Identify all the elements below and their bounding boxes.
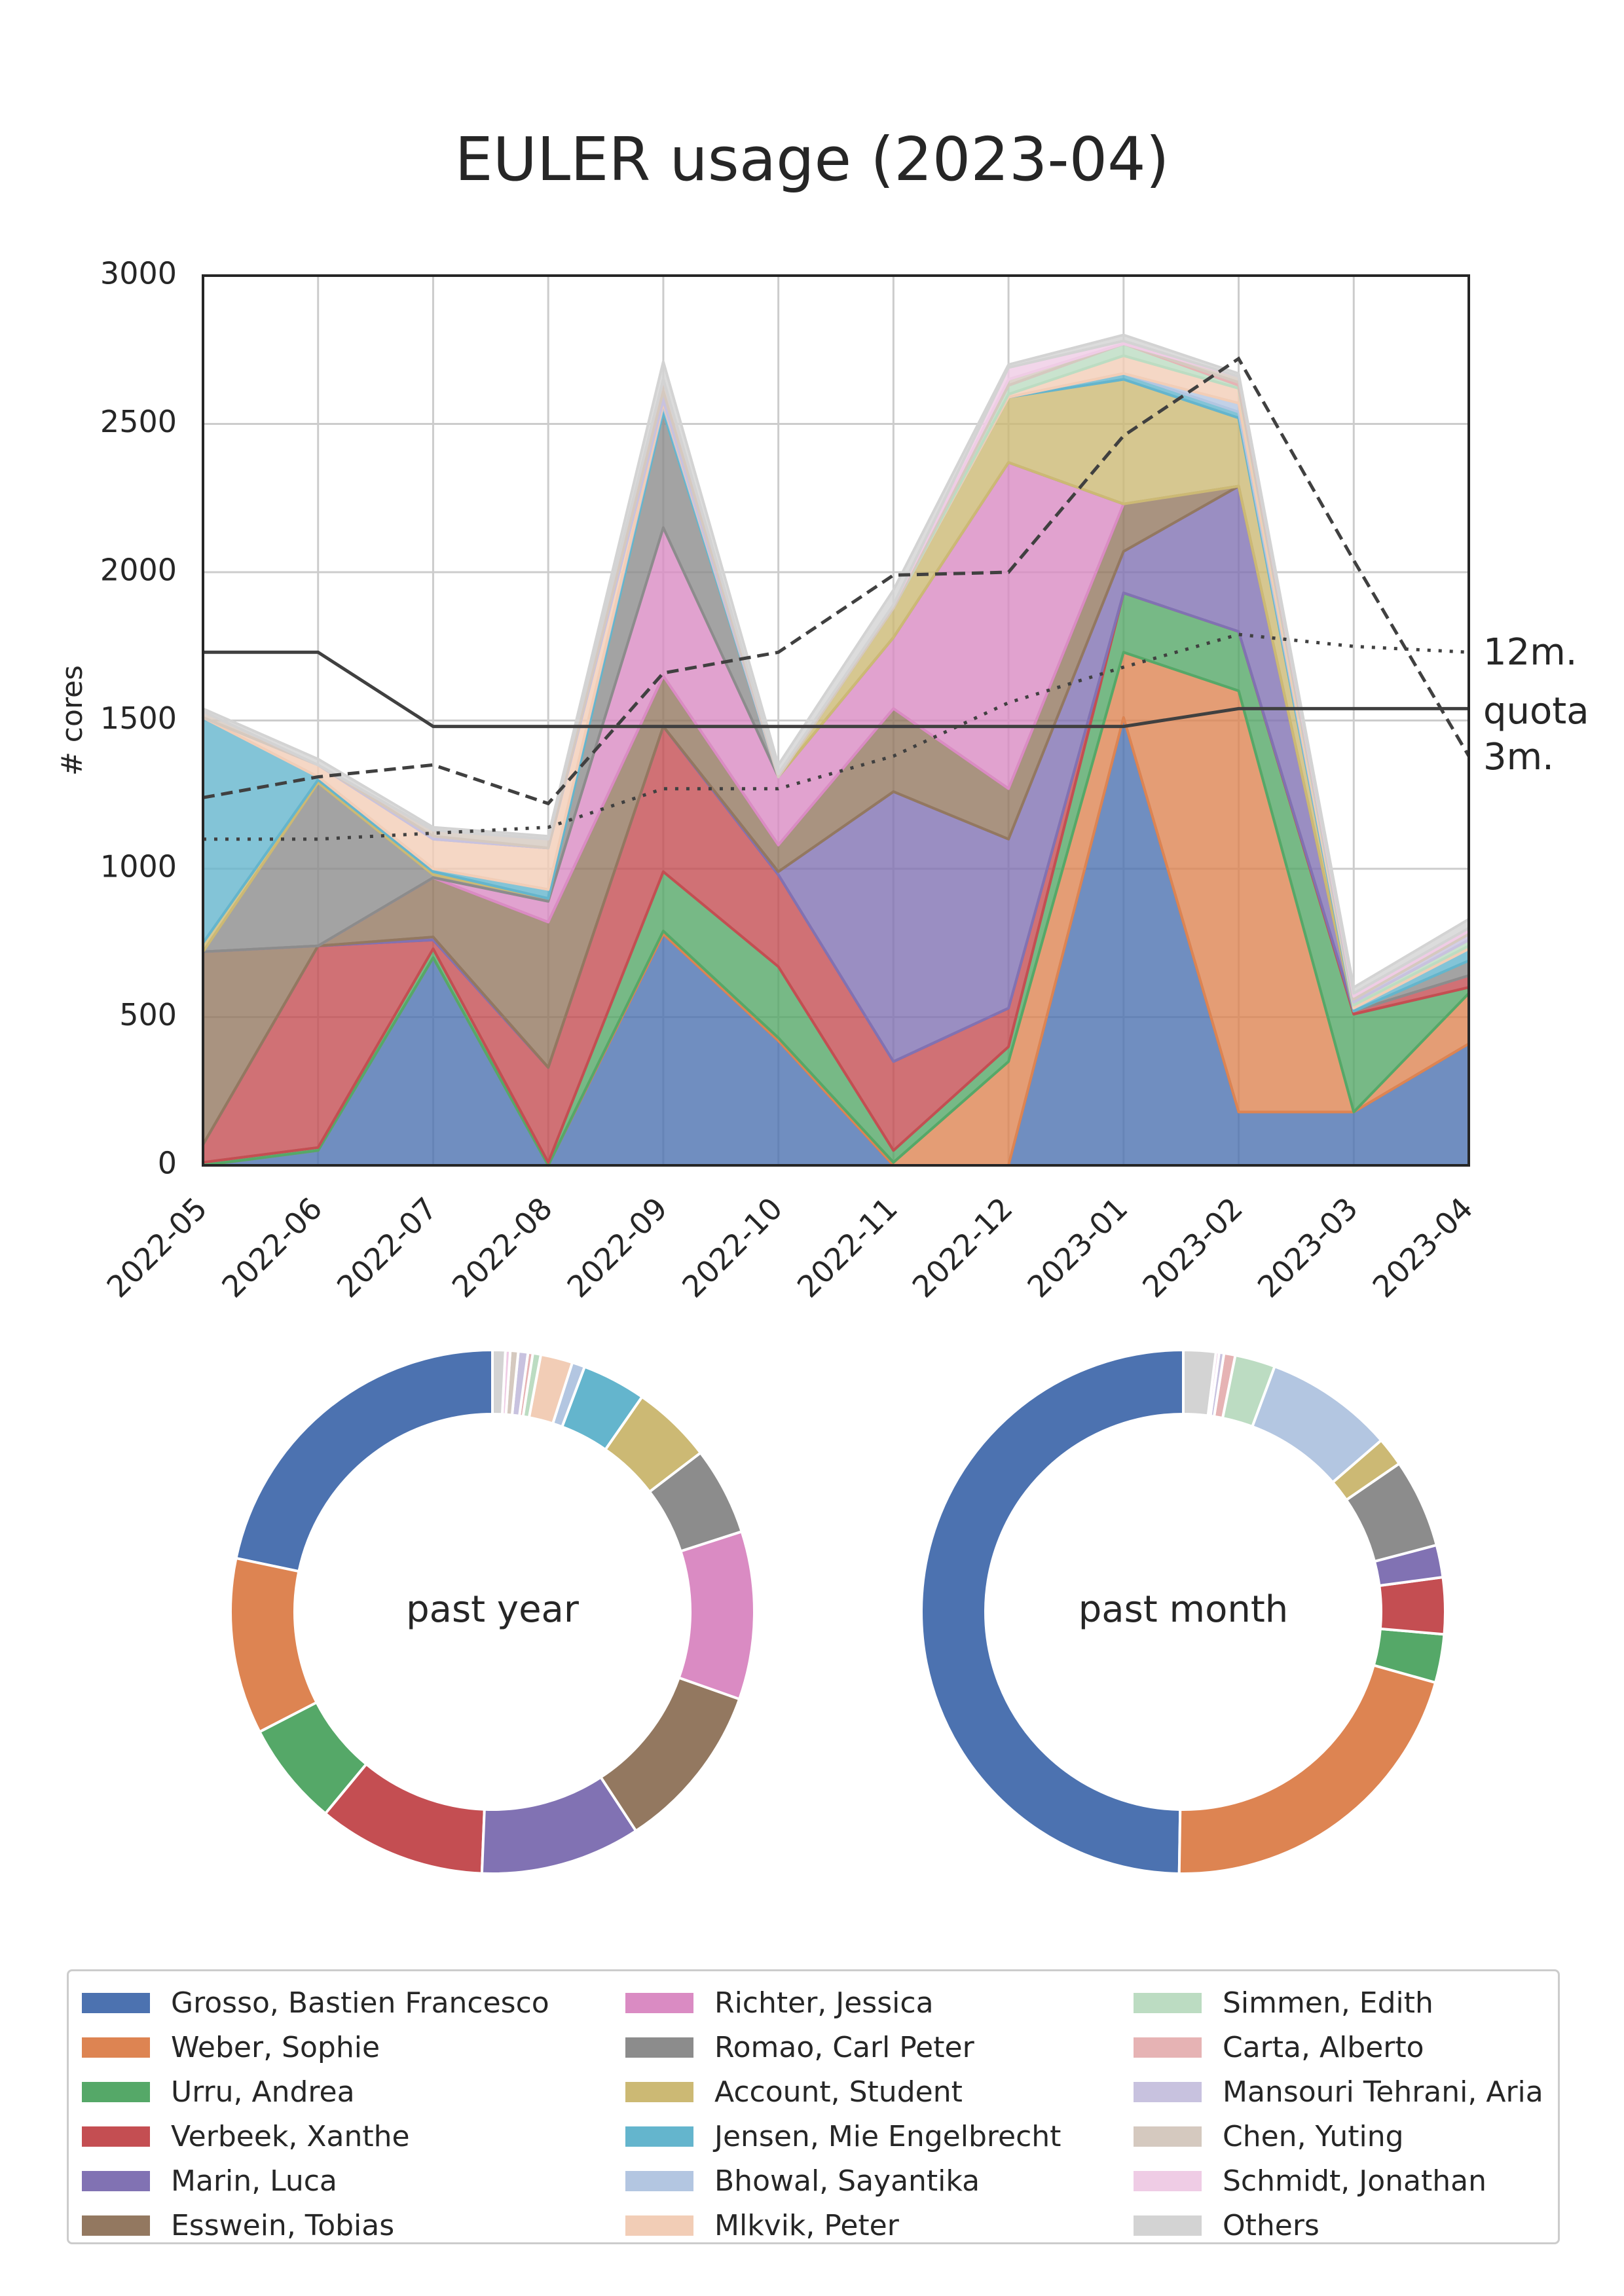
legend-label: Verbeek, Xanthe [171,2119,410,2153]
legend-label: Richter, Jessica [714,1986,934,2020]
legend-label: Weber, Sophie [171,2030,380,2064]
x-tick-label: 2022-06 [215,1190,329,1304]
legend-item-marin-luca: Marin, Luca [82,2161,337,2200]
donut-slice-grosso-bastien-francesco [234,1348,494,1573]
y-tick-label: 0 [158,1146,177,1181]
line-3m [202,356,1471,806]
x-tick-label: 2022-12 [906,1190,1020,1304]
legend-swatch [82,2170,150,2191]
y-tick-label: 1000 [100,849,177,884]
legend-item-schmidt-jonathan: Schmidt, Jonathan [1134,2161,1486,2200]
legend-item-urru-andrea: Urru, Andrea [82,2072,355,2111]
legend-swatch [1134,2037,1202,2058]
legend-item-chen-yuting: Chen, Yuting [1134,2117,1404,2156]
x-tick-label: 2022-11 [790,1190,904,1304]
legend-label: Schmidt, Jonathan [1223,2164,1486,2198]
line-label-3m: 3m. [1483,736,1554,778]
legend-swatch [625,1992,693,2013]
chart-title: EULER usage (2023-04) [454,124,1170,194]
legend-item-esswein-tobias: Esswein, Tobias [82,2206,394,2245]
x-tick-label: 2022-10 [675,1190,789,1304]
legend-swatch [625,2215,693,2236]
legend-item-others: Others [1134,2206,1320,2245]
legend-item-weber-sophie: Weber, Sophie [82,2028,380,2067]
legend-label: Carta, Alberto [1223,2030,1424,2064]
legend-label: Chen, Yuting [1223,2119,1404,2153]
legend-swatch [82,1992,150,2013]
donut-slice-weber-sophie [229,1556,319,1734]
legend-item-jensen-mie-engelbrecht: Jensen, Mie Engelbrecht [625,2117,1061,2156]
x-tick-label: 2022-09 [560,1190,674,1304]
legend-swatch [625,2170,693,2191]
legend-label: Account, Student [714,2075,963,2109]
legend-swatch [82,2037,150,2058]
y-tick-label: 3000 [100,256,177,291]
donut-slice-verbeek-xanthe [1378,1575,1447,1636]
legend-item-grosso-bastien-francesco: Grosso, Bastien Francesco [82,1983,549,2022]
x-tick-label: 2022-08 [445,1190,559,1304]
donut-past-month [920,1348,1447,1875]
line-label-12m: 12m. [1483,631,1578,674]
legend-swatch [625,2037,693,2058]
y-axis-label: # cores [56,665,89,776]
donut-label-past-year: past year [406,1588,579,1631]
legend-swatch [82,2215,150,2236]
x-tick-label: 2023-03 [1251,1190,1365,1304]
donut-past-year [229,1348,756,1876]
legend-swatch [625,2081,693,2102]
legend-swatch [1134,1992,1202,2013]
legend-swatch [82,2126,150,2147]
y-tick-label: 2500 [100,404,177,439]
plot-frame [202,274,1470,1167]
legend-label: Mlkvik, Peter [714,2208,899,2242]
legend-label: Urru, Andrea [171,2075,355,2109]
legend-item-verbeek-xanthe: Verbeek, Xanthe [82,2117,410,2156]
legend-swatch [1134,2170,1202,2191]
legend-label: Esswein, Tobias [171,2208,395,2242]
legend-item-mansouri-tehrani-aria: Mansouri Tehrani, Aria [1134,2072,1543,2111]
donut-slice-esswein-tobias [599,1676,741,1833]
legend-item-bhowal-sayantika: Bhowal, Sayantika [625,2161,980,2200]
y-tick-label: 1500 [100,701,177,736]
legend-item-mlkvik-peter: Mlkvik, Peter [625,2206,899,2245]
legend: Grosso, Bastien Francesco Weber, Sophie Ur… [67,1969,1560,2244]
donut-slice-grosso-bastien-francesco [920,1348,1185,1875]
legend-label: Bhowal, Sayantika [714,2164,980,2198]
donut-slice-others [1182,1348,1218,1417]
legend-item-carta-alberto: Carta, Alberto [1134,2028,1424,2067]
legend-swatch [1134,2126,1202,2147]
legend-item-richter-jessica: Richter, Jessica [625,1983,934,2022]
legend-label: Romao, Carl Peter [714,2030,974,2064]
line-label-quota: quota [1483,690,1589,733]
legend-swatch [1134,2081,1202,2102]
legend-swatch [82,2081,150,2102]
donut-label-past-month: past month [1078,1588,1289,1631]
donut-slice-richter-jessica [677,1529,756,1701]
legend-swatch [625,2126,693,2147]
legend-item-simmen-edith: Simmen, Edith [1134,1983,1433,2022]
donut-slice-weber-sophie [1177,1664,1437,1875]
legend-label: Others [1223,2208,1320,2242]
x-tick-label: 2022-07 [330,1190,444,1304]
x-tick-label: 2023-04 [1366,1190,1480,1304]
legend-label: Simmen, Edith [1223,1986,1433,2020]
donut-slice-others [491,1348,507,1416]
y-tick-label: 500 [119,997,177,1032]
legend-label: Mansouri Tehrani, Aria [1223,2075,1543,2109]
x-tick-label: 2023-01 [1020,1190,1134,1304]
line-quota [203,650,1469,729]
legend-swatch [1134,2215,1202,2236]
y-tick-label: 2000 [100,553,177,588]
legend-label: Grosso, Bastien Francesco [171,1986,549,2020]
legend-item-romao-carl-peter: Romao, Carl Peter [625,2028,974,2067]
legend-item-account-student: Account, Student [625,2072,963,2111]
legend-label: Jensen, Mie Engelbrecht [714,2119,1061,2153]
legend-label: Marin, Luca [171,2164,337,2198]
x-tick-label: 2022-05 [100,1190,214,1304]
x-tick-label: 2023-02 [1135,1190,1249,1304]
